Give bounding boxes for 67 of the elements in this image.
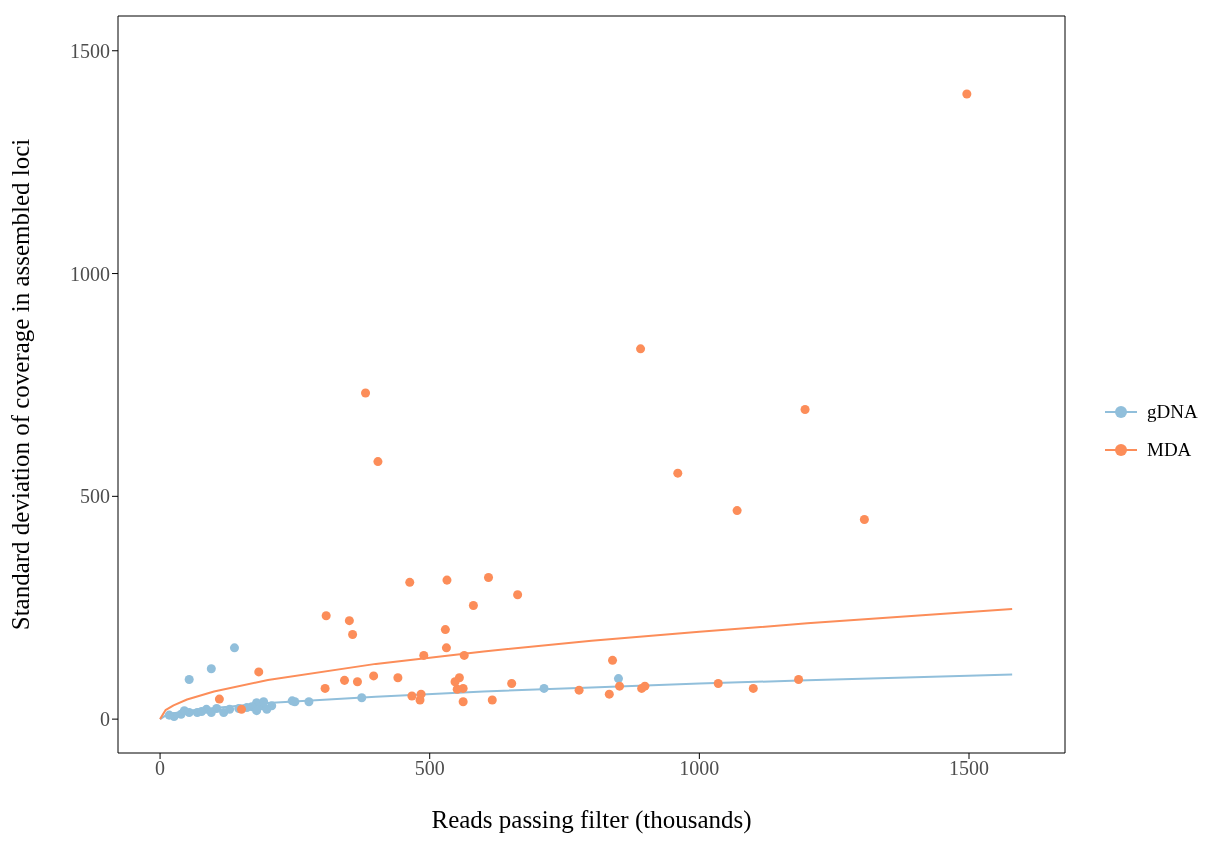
point: [800, 404, 810, 414]
y-axis-title: Standard deviation of coverage in assembled loci: [6, 138, 34, 631]
point: [252, 706, 262, 716]
point: [219, 707, 229, 717]
point: [416, 689, 426, 699]
legend-label: MDA: [1147, 439, 1192, 461]
point: [184, 674, 194, 684]
x-tick-label: 0: [155, 757, 166, 780]
legend-label: gDNA: [1147, 401, 1198, 423]
point: [713, 678, 723, 688]
point: [732, 506, 742, 516]
point: [393, 673, 403, 683]
point: [673, 468, 683, 478]
point: [206, 664, 216, 674]
point: [229, 643, 239, 653]
point: [361, 388, 371, 398]
point: [748, 683, 758, 693]
point: [407, 691, 417, 701]
point: [452, 684, 462, 694]
point: [348, 629, 358, 639]
line-series: [159, 608, 1014, 721]
y-tick-label: 500: [80, 485, 110, 508]
point: [357, 693, 367, 703]
x-tick-label: 1500: [949, 757, 990, 780]
point: [214, 694, 224, 704]
point: [608, 655, 618, 665]
x-tick-label: 1000: [679, 757, 720, 780]
point: [304, 697, 314, 707]
point: [468, 601, 478, 611]
point: [539, 683, 549, 693]
point: [507, 678, 517, 688]
point: [574, 685, 584, 695]
point: [440, 625, 450, 635]
point: [442, 575, 452, 585]
point: [636, 344, 646, 354]
x-axis-title: Reads passing filter (thousands): [431, 806, 752, 834]
point: [344, 616, 354, 626]
x-tick-label: 500: [414, 757, 445, 780]
point: [369, 671, 379, 681]
point: [483, 572, 494, 582]
point: [441, 643, 451, 653]
point: [373, 457, 383, 467]
point: [197, 707, 207, 717]
y-tick-label: 1500: [70, 39, 110, 62]
point: [450, 677, 460, 687]
y-tick-label: 0: [100, 708, 110, 731]
line-series: [159, 673, 1014, 721]
point: [254, 667, 264, 677]
point: [794, 674, 804, 684]
point: [352, 677, 362, 687]
point: [604, 689, 614, 699]
y-tick-label: 1000: [70, 262, 110, 285]
point: [262, 704, 272, 714]
point: [321, 611, 331, 621]
point: [459, 650, 469, 660]
point: [339, 675, 350, 685]
point: [419, 650, 429, 660]
point: [613, 674, 623, 684]
point: [859, 515, 869, 525]
point: [320, 683, 330, 693]
point: [487, 695, 497, 705]
point: [615, 681, 625, 691]
point: [458, 697, 468, 707]
point: [405, 577, 415, 587]
point: [513, 590, 523, 600]
point: [164, 710, 174, 720]
point: [962, 89, 972, 99]
